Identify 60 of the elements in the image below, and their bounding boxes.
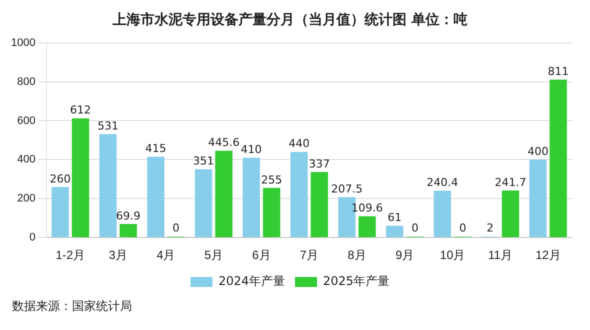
data-label: 0 [172,221,180,234]
data-label: 415 [145,142,166,156]
chart-title: 上海市水泥专用设备产量分月（当月值）统计图 单位：吨 [112,11,468,28]
y-tick-label: 1000 [10,36,36,49]
bar [52,186,69,238]
data-label: 241.7 [494,176,526,189]
bar [550,80,567,238]
x-tick-label: 8月 [348,248,366,262]
bar [529,160,547,238]
bar [434,190,452,238]
bar [99,134,117,238]
data-label: 0 [411,221,418,234]
data-label: 612 [70,104,92,117]
x-tick-label: 5月 [204,248,224,262]
source-note: 数据来源：国家统计局 [12,299,132,313]
data-label: 440 [288,137,310,150]
data-label: 69.9 [116,209,141,222]
data-label: 410 [240,143,262,156]
bar [358,216,376,238]
y-tick-label: 800 [17,76,36,88]
legend-label: 2024年产量 [218,274,286,288]
y-tick-label: 200 [17,192,36,205]
bar [120,224,137,238]
x-tick-label: 7月 [300,248,319,262]
x-tick-label: 4月 [156,248,176,262]
bar [386,226,404,238]
bar [290,152,308,238]
bar [194,169,212,238]
data-label: 109.6 [351,202,383,215]
data-label: 2 [486,221,494,234]
x-tick-label: 3月 [108,248,128,262]
y-tick-label: 600 [17,114,36,127]
bar [215,150,232,238]
bar [310,172,328,238]
x-tick-label: 11月 [488,248,513,262]
x-tick-label: 1-2月 [56,248,86,262]
data-label: 61 [388,211,402,224]
legend-label: 2025年产量 [323,274,390,288]
data-label: 260 [50,172,71,186]
x-tick-label: 6月 [252,248,271,262]
data-label: 811 [548,64,569,78]
data-label: 0 [459,221,466,234]
data-label: 337 [308,157,330,170]
data-label: 531 [97,120,118,133]
data-label: 400 [527,145,548,158]
data-label: 255 [261,173,282,186]
x-tick-label: 12月 [535,248,561,262]
y-tick-label: 400 [17,154,36,166]
x-tick-label: 9月 [395,248,414,262]
y-tick-label: 0 [29,232,36,244]
bar [72,118,90,238]
x-tick-label: 10月 [440,248,466,262]
bar [147,156,164,238]
bar [242,158,260,238]
bar [262,188,280,238]
data-label: 240.4 [426,176,458,190]
data-label: 445.6 [208,136,240,150]
data-label: 351 [193,154,214,168]
bar [502,190,520,238]
data-label: 207.5 [331,182,363,196]
